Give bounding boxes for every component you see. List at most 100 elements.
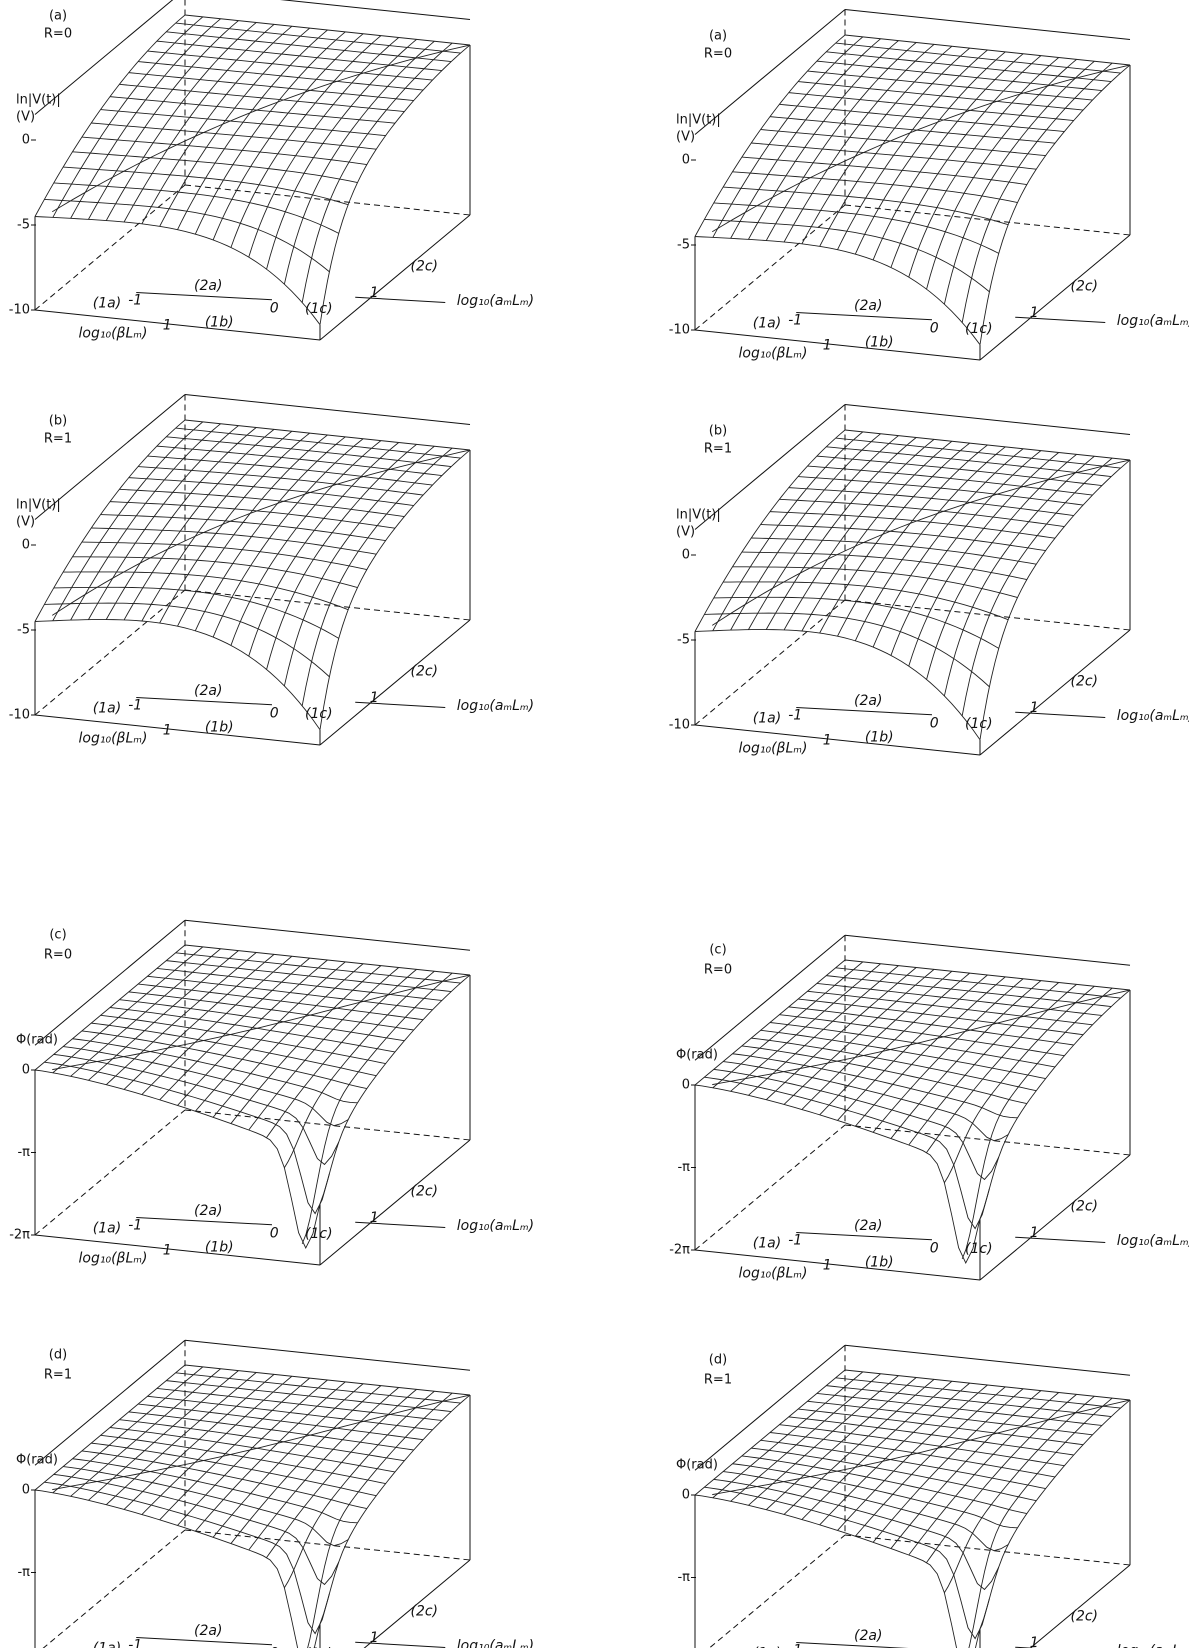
surface-line [63,1047,348,1126]
region-label: (1c) [965,321,993,337]
box-edge [320,215,470,340]
surface-line [723,582,1008,620]
figure: (a)R=0ln|V(t)|(V)0-5-10(2a)(1a)(1b)(1c)(… [0,0,1189,1648]
surface-line [802,441,952,631]
x-tick-label: 1 [163,722,172,738]
surface-line [695,1085,980,1263]
region-label: (2c) [1070,1609,1098,1625]
r-value: R=0 [704,47,732,62]
surface-line [909,58,1059,278]
region-label: (1a) [93,296,121,312]
y-tick-label: 1 [370,690,379,706]
y-tick-label: 1 [1030,700,1039,716]
z-axis-label: Φ(rad) [676,1458,718,1473]
surface-line [761,1030,1046,1078]
r-value: R=0 [44,27,72,42]
y-axis-label: log₁₀(aₘLₘ) [1117,1643,1189,1648]
surface-line [714,203,999,253]
surface-line [761,1440,1046,1488]
box-edge [320,1140,470,1265]
surface-line [71,1369,221,1497]
z-tick-label: -5 [17,218,30,233]
surface-line [44,1062,329,1213]
box-edge [185,0,470,20]
region-label: (1b) [865,334,894,350]
surface-line [770,512,1055,539]
x-axis-label: log₁₀(βLₘ) [79,730,148,746]
surface-line [88,951,238,1081]
x-tick-label: 0 [270,705,279,721]
region-label: (2c) [410,1604,438,1620]
y-tick-label: 1 [1030,1225,1039,1241]
region-label: (2c) [410,664,438,680]
z-tick-label: -10 [669,718,690,733]
surface-line [213,34,363,240]
panel-label: (d) [709,1353,727,1368]
surface-line [129,478,414,506]
region-label: (1b) [205,719,234,735]
z-tick-label: 0 [682,1488,690,1503]
x-tick-label: -1 [788,1233,802,1249]
x-tick-label: 1 [163,1242,172,1258]
box-edge [980,1155,1130,1280]
z-tick-label: -5 [17,623,30,638]
surface-line [731,1374,881,1502]
panel: (a)R=0ln|V(t)|(V)0-5-10(2a)(1a)(1b)(1c)(… [669,10,1189,362]
region-label: (2a) [854,298,882,314]
region-label: (2c) [1070,674,1098,690]
panel: (c)R=0Φ(rad)0-π-2π(2a)(1a)(1b)(1c)(2c)-1… [9,920,534,1266]
surface-line [106,428,256,620]
surface-line [91,528,376,554]
panel-label: (a) [709,29,727,44]
surface-line [733,1464,1018,1528]
y-axis-label: log₁₀(aₘLₘ) [457,293,534,309]
surface-line [704,613,989,687]
surface-line [101,1435,386,1483]
z-tick-label: -2π [9,1228,30,1243]
surface-line [704,1487,989,1638]
surface-line [713,37,863,238]
y-axis-label: log₁₀(aₘLₘ) [1117,708,1189,724]
surface-line [249,38,399,258]
region-label: (1b) [865,729,894,745]
region-label: (1a) [753,316,781,332]
z-axis-label: Φ(rad) [676,1048,718,1063]
x-tick-label: -1 [128,1218,142,1234]
surface-line [124,1374,274,1509]
box-edge [185,920,470,950]
surface-line [733,1054,1018,1118]
z-tick-label: 0 [682,548,690,563]
surface-line [195,32,345,234]
surface-line [820,1383,970,1525]
surface-line [63,1467,348,1546]
z-axis-label: ln|V(t)| [16,498,61,513]
panel: (d)R=1Φ(rad)0-π-2π(2a)(1a)(1b)(1c)(2c)-1… [9,1340,534,1648]
z-axis-label: (V) [676,130,695,145]
z-tick-label: -5 [677,238,690,253]
surface-line [53,17,203,218]
surface-line [110,502,395,529]
surface-line [751,143,1036,169]
z-tick-label: 0 [22,1483,30,1498]
y-tick-label: 1 [1030,1635,1039,1648]
r-value: R=1 [704,1373,732,1388]
z-axis-label: ln|V(t)| [676,508,721,523]
r-value: R=1 [704,442,732,457]
box-edge [845,10,1130,40]
surface-line [160,958,310,1100]
x-axis-label: log₁₀(βLₘ) [739,345,808,361]
surface-line [731,964,881,1092]
z-tick-label: -5 [677,633,690,648]
surface-line [119,84,404,111]
z-tick-label: -2π [669,1243,690,1258]
x-tick-label: -1 [788,708,802,724]
panel-label: (d) [49,1348,67,1363]
region-label: (2a) [854,693,882,709]
surface-line [784,969,934,1104]
surface-line [779,499,1064,526]
region-label: (1a) [93,1221,121,1237]
hidden-edge [845,205,1130,235]
ridge-line [52,450,470,615]
y-axis-label: log₁₀(aₘLₘ) [457,1638,534,1648]
box-edge [185,395,470,425]
